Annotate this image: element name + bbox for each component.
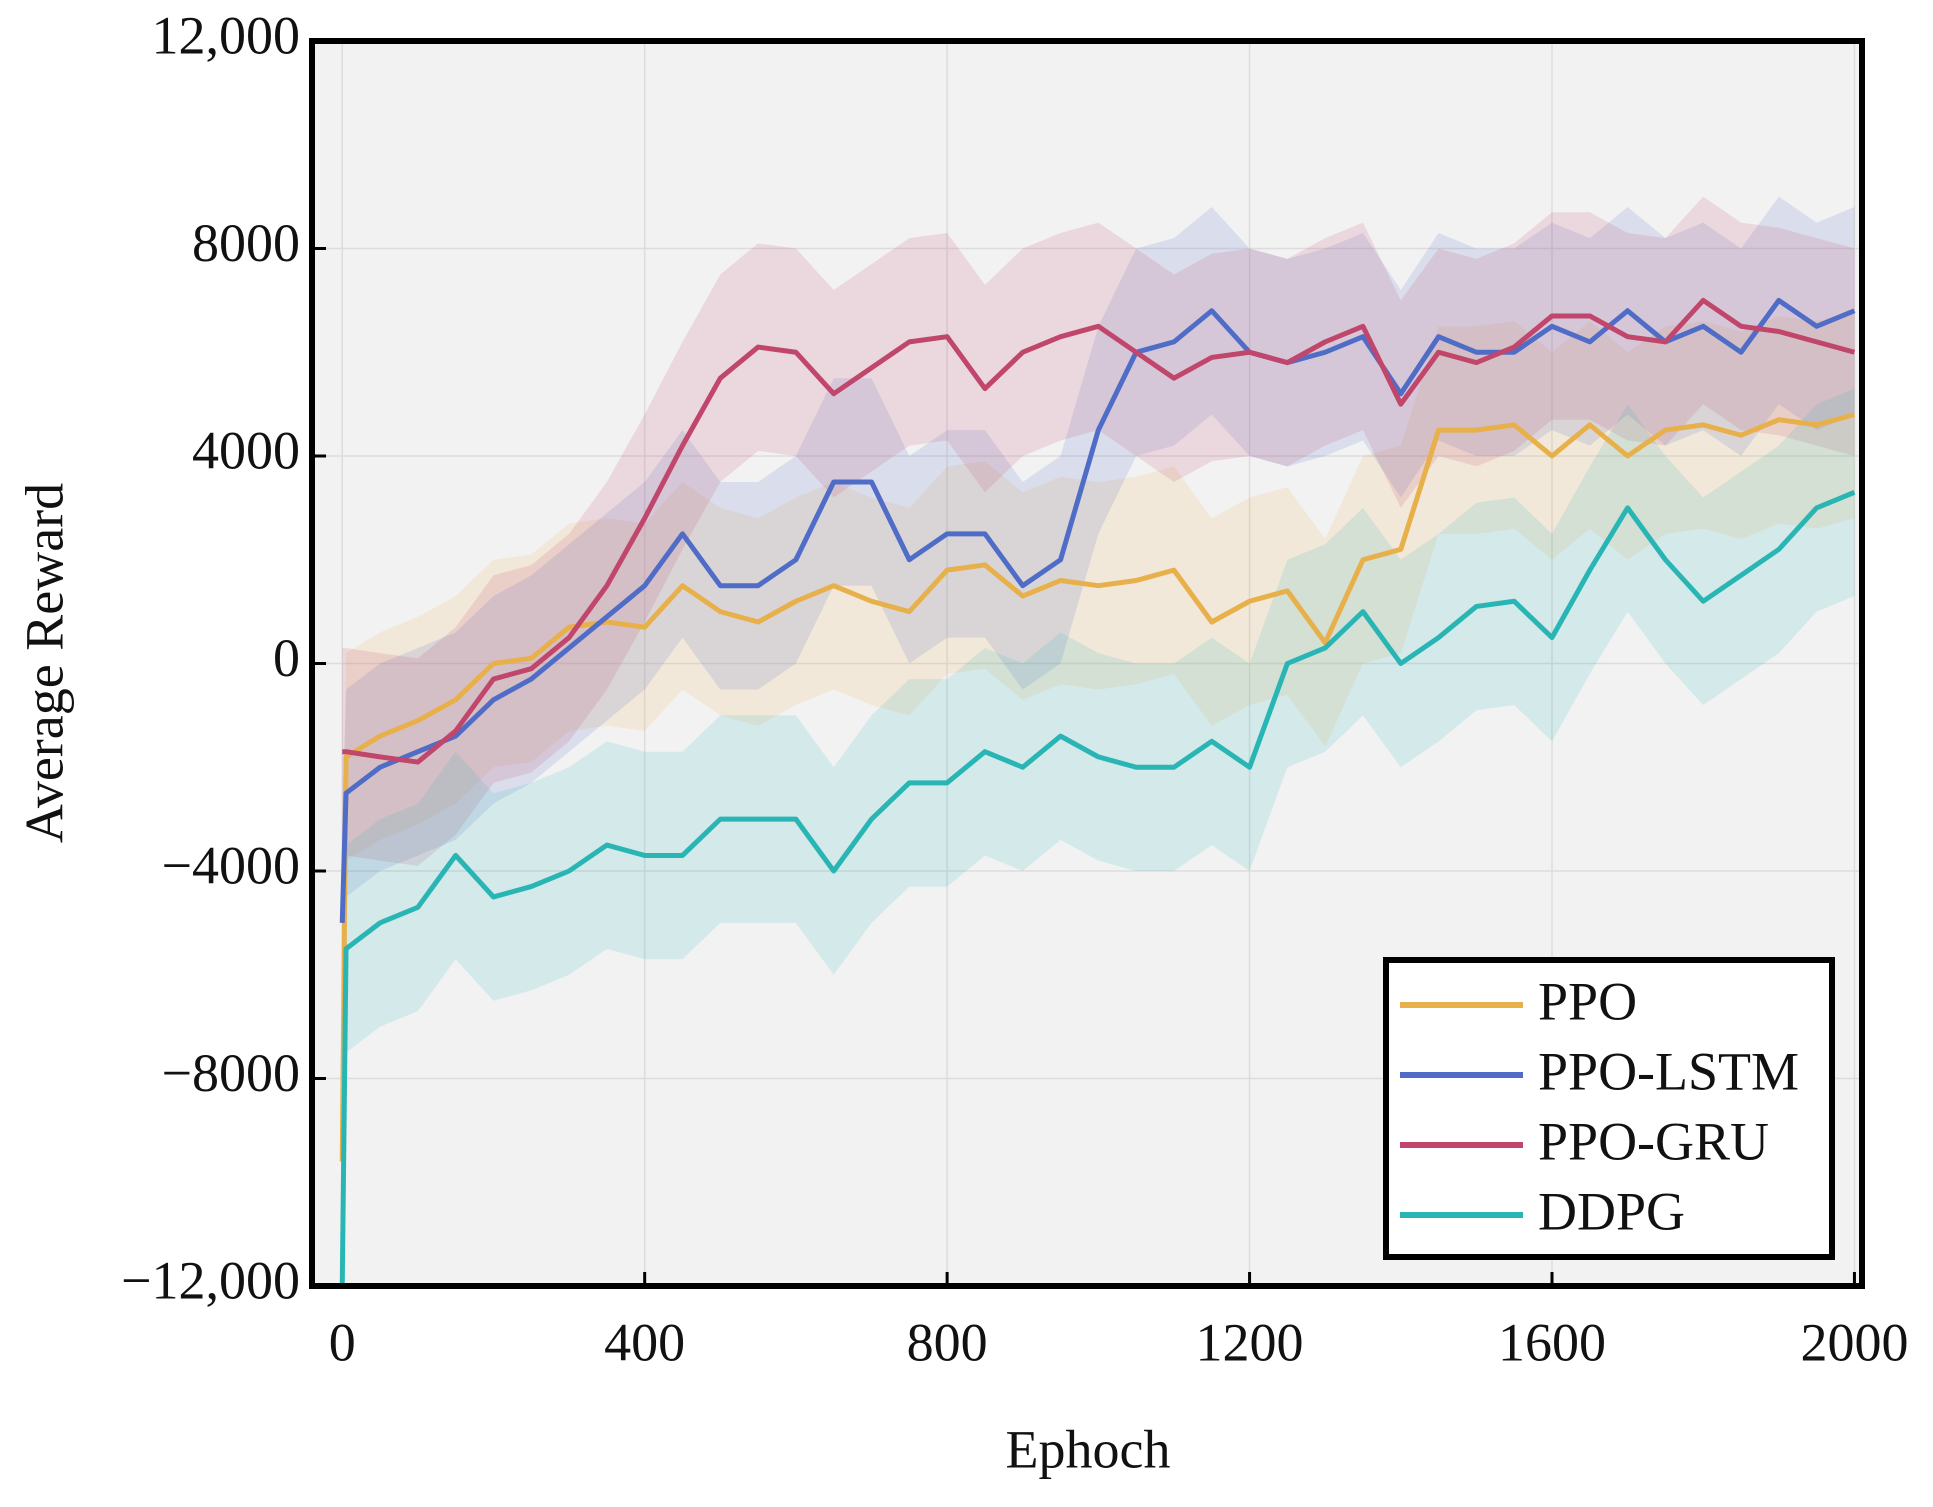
x-tick-label: 1600 xyxy=(1498,1312,1606,1372)
y-tick-label: 0 xyxy=(273,628,300,688)
line xyxy=(342,297,1856,765)
line xyxy=(339,490,1856,1286)
line xyxy=(339,412,1856,1162)
x-tick-label: 400 xyxy=(604,1312,685,1372)
legend-label: PPO-LSTM xyxy=(1538,1041,1799,1101)
x-tick-label: 1200 xyxy=(1196,1312,1304,1372)
legend-box xyxy=(1383,957,1835,1260)
x-tick-label: 0 xyxy=(329,1312,356,1372)
y-axis-label: Average Reward xyxy=(14,483,74,843)
y-tick-label: 4000 xyxy=(192,420,300,480)
y-tick-label: −12,000 xyxy=(121,1250,300,1310)
x-tick-label: 2000 xyxy=(1800,1312,1908,1372)
legend-label: PPO xyxy=(1538,971,1637,1031)
legend-label: DDPG xyxy=(1538,1181,1685,1241)
band xyxy=(342,310,1855,1266)
legend-label: PPO-GRU xyxy=(1538,1111,1769,1171)
y-tick-label: 12,000 xyxy=(152,5,301,65)
x-tick-label: 800 xyxy=(907,1312,988,1372)
band xyxy=(342,196,1855,1027)
line xyxy=(339,297,1856,923)
band xyxy=(342,388,1855,1286)
x-axis-label: Ephoch xyxy=(1006,1419,1171,1479)
y-tick-label: −4000 xyxy=(162,835,300,895)
y-tick-label: 8000 xyxy=(192,213,300,273)
y-tick-label: −8000 xyxy=(162,1043,300,1103)
plot-frame xyxy=(309,38,1865,1289)
